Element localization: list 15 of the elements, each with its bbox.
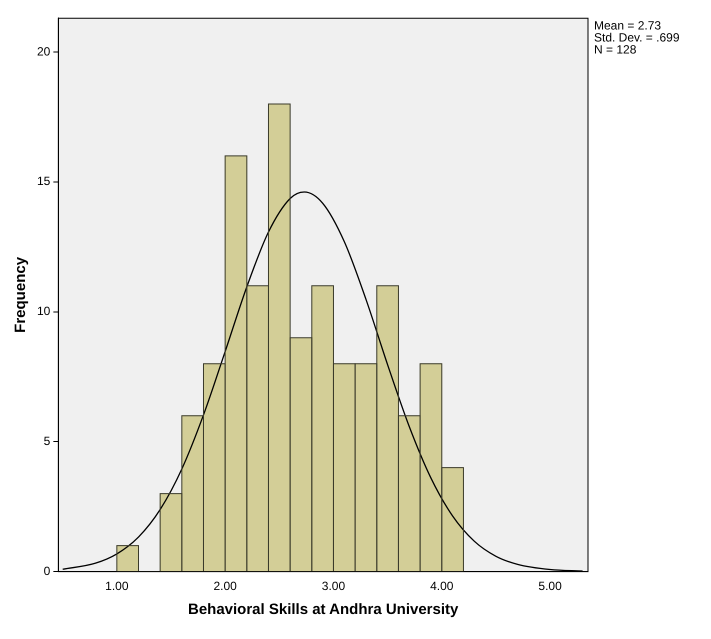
y-tick-label: 20 xyxy=(36,44,51,58)
y-tick-label: 15 xyxy=(36,174,51,188)
x-tick-label: 2.00 xyxy=(213,579,238,594)
y-tick-label: 0 xyxy=(44,564,51,578)
x-tick-label: 3.00 xyxy=(322,579,346,594)
text: N = 128 xyxy=(594,42,637,57)
text: Std. Dev. = .699 xyxy=(594,30,680,45)
y-axis-title: Frequency xyxy=(12,256,30,333)
x-axis-title: Behavioral Skills at Andhra University xyxy=(188,601,460,618)
text: Mean = 2.73 xyxy=(594,18,662,33)
x-tick-label: 4.00 xyxy=(430,579,454,594)
y-tick-label: 10 xyxy=(36,304,51,318)
x-tick-label: 5.00 xyxy=(538,579,562,594)
x-tick-label: 1.00 xyxy=(105,579,129,594)
y-tick-label: 5 xyxy=(44,434,51,448)
